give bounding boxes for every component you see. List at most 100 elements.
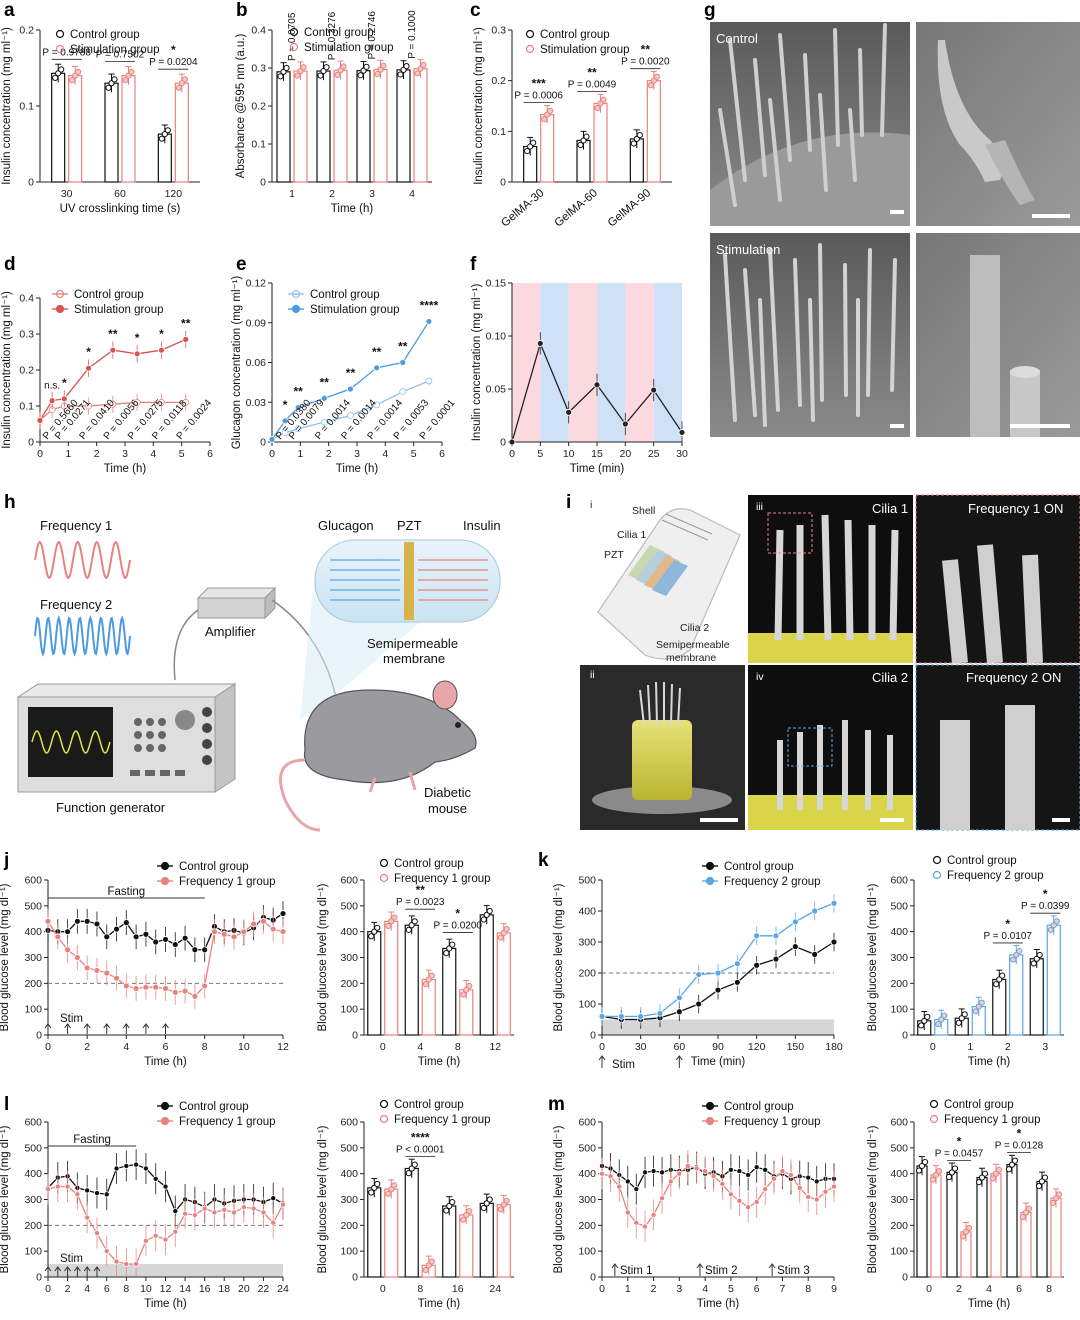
- hypoglycemia-zone: [602, 1019, 834, 1035]
- y-axis-label: Blood glucose level (mg dl⁻¹): [317, 1125, 329, 1273]
- data-point: [411, 1161, 418, 1168]
- significance-stars: **: [346, 366, 356, 380]
- x-tick-label: 4: [84, 1283, 90, 1295]
- data-point: [951, 1165, 959, 1172]
- data-point: [152, 983, 160, 991]
- data-point: [399, 388, 407, 396]
- y-tick-label: 500: [890, 1142, 908, 1154]
- p-value-label: P = 0.0457: [935, 1148, 984, 1159]
- significance-stars: *: [135, 331, 140, 345]
- series-line: [601, 1165, 835, 1228]
- data-point: [123, 1162, 130, 1169]
- x-tick-label: 8: [1046, 1283, 1052, 1295]
- legend-marker: [379, 858, 389, 868]
- x-axis-label: Time (h): [144, 1056, 187, 1068]
- data-point: [113, 1258, 120, 1265]
- bar: [442, 947, 457, 1036]
- data-point: [811, 951, 819, 958]
- y-tick-label: 0.2: [251, 101, 266, 113]
- y-tick-label: 500: [890, 900, 908, 912]
- bar: [916, 1165, 928, 1278]
- p-value-label: P = 0.0399: [1021, 901, 1070, 912]
- significance-stars: *: [1043, 887, 1048, 901]
- y-tick-label: 100: [340, 1246, 358, 1258]
- x-axis-label: Time (h): [418, 1056, 461, 1068]
- data-point: [630, 140, 637, 147]
- y-tick-label: 400: [578, 1168, 596, 1180]
- data-point: [961, 1011, 968, 1018]
- legend-marker: [291, 304, 301, 314]
- cilia-2-label: Cilia 2: [680, 622, 709, 634]
- significance-stars: **: [641, 43, 651, 57]
- data-point: [921, 1158, 929, 1166]
- stim-arrow: [675, 1055, 683, 1068]
- chart-j-bars: 0 100 200 300 400 500 600 Blood glucose level (…: [317, 858, 514, 1068]
- legend-marker: [289, 27, 299, 37]
- y-tick-label: 600: [890, 1117, 908, 1129]
- legend-label: Frequency 1 group: [944, 1114, 1041, 1126]
- y-axis-label: Blood glucose level (mg dl⁻¹): [553, 883, 565, 1031]
- data-point: [142, 983, 150, 991]
- data-point: [480, 916, 487, 923]
- bar: [442, 1205, 457, 1278]
- p-value-label: P = 0.3276: [327, 11, 338, 60]
- data-point: [111, 76, 118, 83]
- data-point: [443, 1207, 450, 1214]
- y-tick-label: 0: [500, 177, 506, 189]
- stimulus-band: [540, 283, 569, 442]
- y-axis-label: Insulin concentration (mg ml⁻¹): [473, 27, 485, 185]
- data-point: [593, 381, 601, 389]
- data-point: [64, 1183, 71, 1190]
- stimulus-band: [653, 283, 682, 442]
- panel-label-e: e: [236, 254, 247, 275]
- x-tick-label: GelMA-60: [553, 187, 600, 229]
- x-tick-label: GelMA-30: [499, 187, 546, 229]
- data-point: [695, 971, 703, 978]
- insulin-label: Insulin: [463, 518, 501, 533]
- data-point: [811, 907, 819, 915]
- data-point: [745, 1204, 752, 1211]
- panel-label-g: g: [704, 0, 716, 21]
- data-point: [647, 82, 654, 89]
- data-point: [762, 1186, 769, 1193]
- data-point: [182, 398, 190, 406]
- p-value-label: P = 0.9788: [42, 47, 91, 58]
- stimulus-band: [625, 283, 654, 442]
- cable: [173, 609, 199, 681]
- y-tick-label: 200: [890, 1220, 908, 1232]
- membrane-label: Semipermeable: [367, 636, 458, 651]
- data-point: [45, 1186, 52, 1193]
- bar: [367, 931, 382, 1036]
- y-tick-label: 100: [578, 999, 596, 1011]
- stim-label: Stim 2: [705, 1265, 738, 1277]
- x-tick-label: 8: [123, 1283, 129, 1295]
- y-tick-label: 500: [340, 1142, 358, 1154]
- function-generator: [16, 683, 237, 793]
- data-point: [753, 1164, 760, 1171]
- x-tick-label: 2: [326, 448, 332, 460]
- chart-b: 0 0.1 0.2 0.3 0.4 Absorbance @595 nm (a.u.) Ti…: [235, 10, 432, 215]
- bar: [496, 1204, 511, 1278]
- y-tick-label: 600: [24, 875, 42, 887]
- chart-m-bars: 0 100 200 300 400 500 600 Blood glucose level (…: [867, 1099, 1064, 1310]
- y-tick-label: 0.06: [246, 357, 267, 369]
- p-value-label: P = 0.0023: [396, 897, 445, 908]
- data-point: [599, 1170, 606, 1177]
- significance-stars: **: [181, 316, 191, 330]
- bar: [479, 1202, 494, 1278]
- x-axis-label: Time (h): [104, 463, 147, 475]
- bar: [646, 80, 661, 183]
- data-point: [965, 1224, 973, 1232]
- bar: [479, 914, 494, 1036]
- y-axis-label: Blood glucose level (mg dl⁻¹): [867, 1125, 879, 1273]
- x-tick-label: 7: [780, 1283, 786, 1295]
- stim-label: Stim: [612, 1059, 635, 1071]
- y-axis-label: Blood glucose level (mg dl⁻¹): [0, 883, 11, 1031]
- data-point: [201, 982, 209, 990]
- data-point: [64, 928, 71, 936]
- frequency-2-on-label: Frequency 2 ON: [966, 670, 1061, 685]
- data-point: [250, 920, 258, 928]
- x-tick-label: 3: [369, 188, 375, 200]
- data-point: [959, 1233, 967, 1240]
- x-tick-label: 1: [625, 1283, 631, 1295]
